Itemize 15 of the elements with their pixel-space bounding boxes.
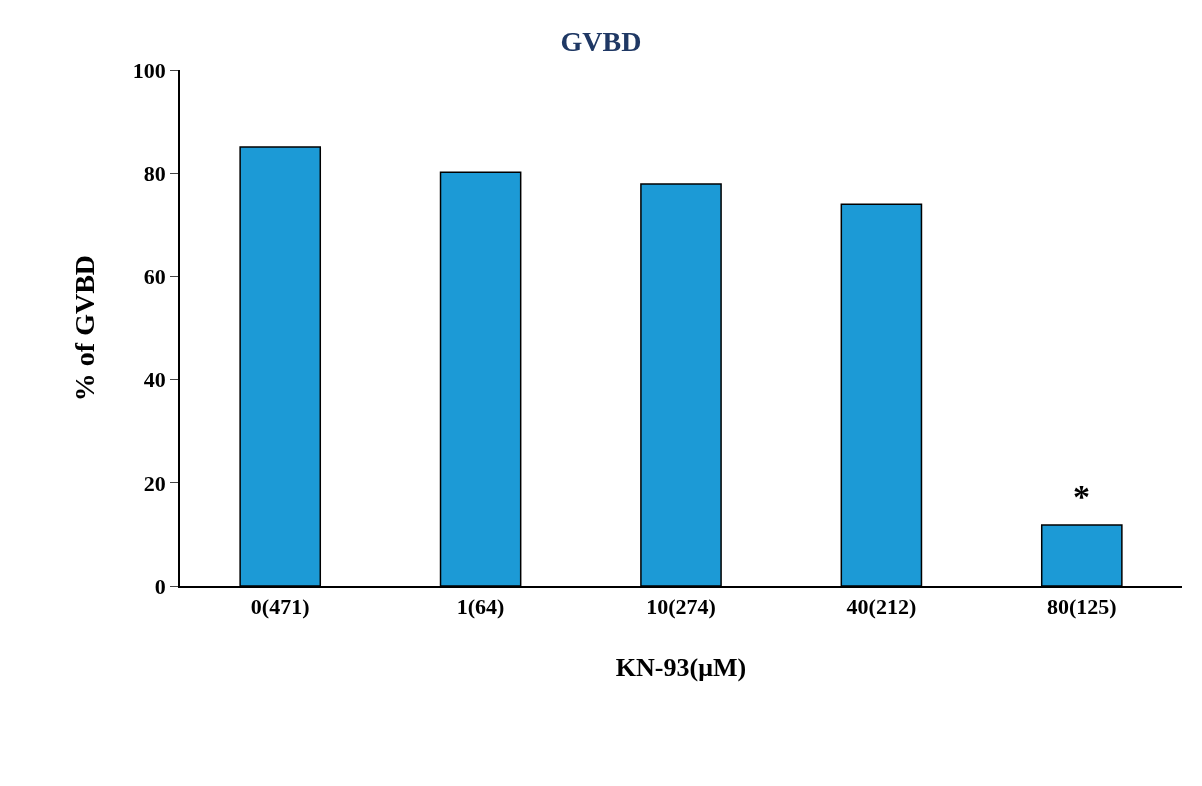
x-axis-title: KN-93(μM) xyxy=(615,653,747,683)
chart-title: GVBD xyxy=(560,26,642,58)
x-tick-label: 1(64) xyxy=(456,594,505,620)
y-tick-label: 20 xyxy=(143,470,166,496)
y-tick-label: 60 xyxy=(143,264,166,290)
y-tick-label: 80 xyxy=(143,160,166,186)
x-tick-label: 0(471) xyxy=(250,594,310,620)
y-axis-title: % of GVBD xyxy=(69,254,101,402)
y-tick-label: 40 xyxy=(143,367,166,393)
x-tick-label: 40(212) xyxy=(846,594,917,620)
annotation: * xyxy=(1073,478,1090,515)
y-tick-label: 100 xyxy=(132,57,166,83)
x-tick-label: 10(274) xyxy=(646,594,716,620)
y-tick-label: 0 xyxy=(154,573,166,599)
x-tick-label: 80(125) xyxy=(1046,594,1117,620)
